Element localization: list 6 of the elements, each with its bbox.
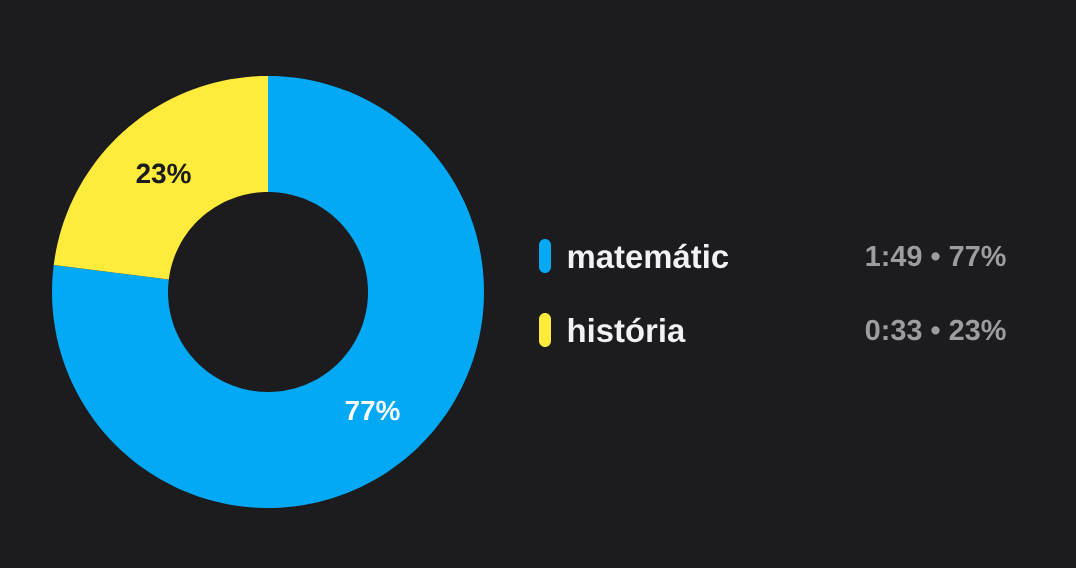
data-label: 23% xyxy=(136,163,191,184)
legend-label: matemátic xyxy=(568,243,729,269)
text: 0:33 • 23% xyxy=(865,319,1006,341)
text: 1:49 • 77% xyxy=(866,245,1006,267)
data-label: 77% xyxy=(345,400,400,421)
legend-label: história xyxy=(568,317,686,343)
